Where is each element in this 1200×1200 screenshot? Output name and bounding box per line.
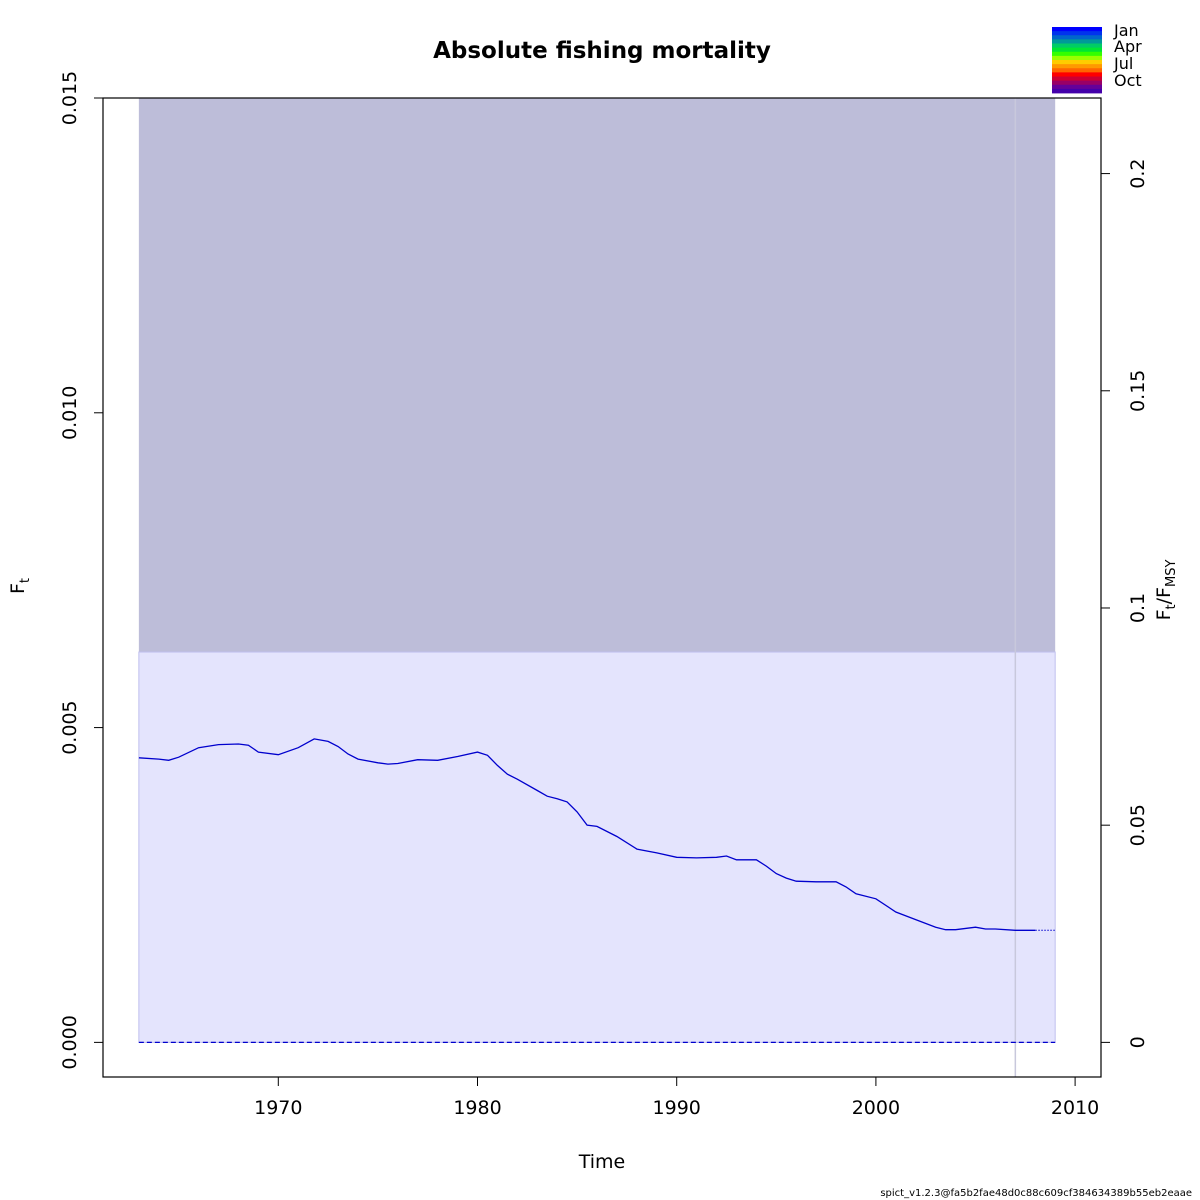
y-right-tick-label: 0.1 bbox=[1127, 593, 1149, 623]
y-left-tick-label: 0.005 bbox=[59, 700, 81, 754]
x-tick-label: 1980 bbox=[453, 1097, 501, 1119]
legend-label: Apr bbox=[1114, 37, 1142, 56]
legend-swatch bbox=[1052, 72, 1102, 77]
legend-swatch bbox=[1052, 60, 1102, 65]
y-axis-right-title: Ft/FMSY bbox=[1153, 560, 1179, 621]
upper-region bbox=[138, 98, 1056, 653]
y-right-tick-label: 0.05 bbox=[1127, 804, 1149, 846]
y-left-tick-label: 0.015 bbox=[59, 71, 81, 125]
legend-swatch bbox=[1052, 76, 1102, 82]
legend-swatch bbox=[1052, 68, 1102, 73]
legend-swatch bbox=[1052, 55, 1102, 61]
y-right-tick-label: 0.2 bbox=[1127, 158, 1149, 188]
legend-swatch bbox=[1052, 64, 1102, 69]
y-axis-left-title: Ft bbox=[7, 578, 33, 594]
x-tick-label: 2010 bbox=[1051, 1097, 1099, 1119]
x-tick-label: 2000 bbox=[852, 1097, 900, 1119]
legend-swatch bbox=[1052, 84, 1102, 90]
plot-frame bbox=[102, 97, 1102, 1078]
version-footer: spict_v1.2.3@fa5b2fae48d0c88c609cf384634… bbox=[880, 1188, 1192, 1199]
y-left-tick-label: 0.010 bbox=[59, 386, 81, 440]
f-estimate-line bbox=[138, 738, 1036, 931]
chart-title: Absolute fishing mortality bbox=[433, 38, 771, 64]
legend-swatch bbox=[1052, 47, 1102, 53]
legend-swatch bbox=[1052, 51, 1102, 57]
x-tick-label: 1970 bbox=[254, 1097, 302, 1119]
legend-swatch bbox=[1052, 88, 1102, 94]
legend-label: Oct bbox=[1114, 71, 1142, 90]
legend-swatch bbox=[1052, 80, 1102, 86]
legend-swatch bbox=[1052, 27, 1102, 32]
fmsy-region bbox=[138, 651, 1056, 1043]
legend-swatch bbox=[1052, 39, 1102, 44]
y-left-tick-label: 0.000 bbox=[59, 1015, 81, 1069]
x-tick-label: 1990 bbox=[653, 1097, 701, 1119]
legend-label: Jul bbox=[1113, 54, 1133, 73]
legend-swatch bbox=[1052, 35, 1102, 40]
legend-swatch bbox=[1052, 31, 1102, 36]
x-axis-title: Time bbox=[578, 1151, 626, 1173]
y-right-tick-label: 0.15 bbox=[1127, 370, 1149, 412]
y-right-tick-label: 0 bbox=[1127, 1036, 1149, 1048]
legend-label: Jan bbox=[1113, 21, 1139, 40]
legend-swatch bbox=[1052, 43, 1102, 49]
